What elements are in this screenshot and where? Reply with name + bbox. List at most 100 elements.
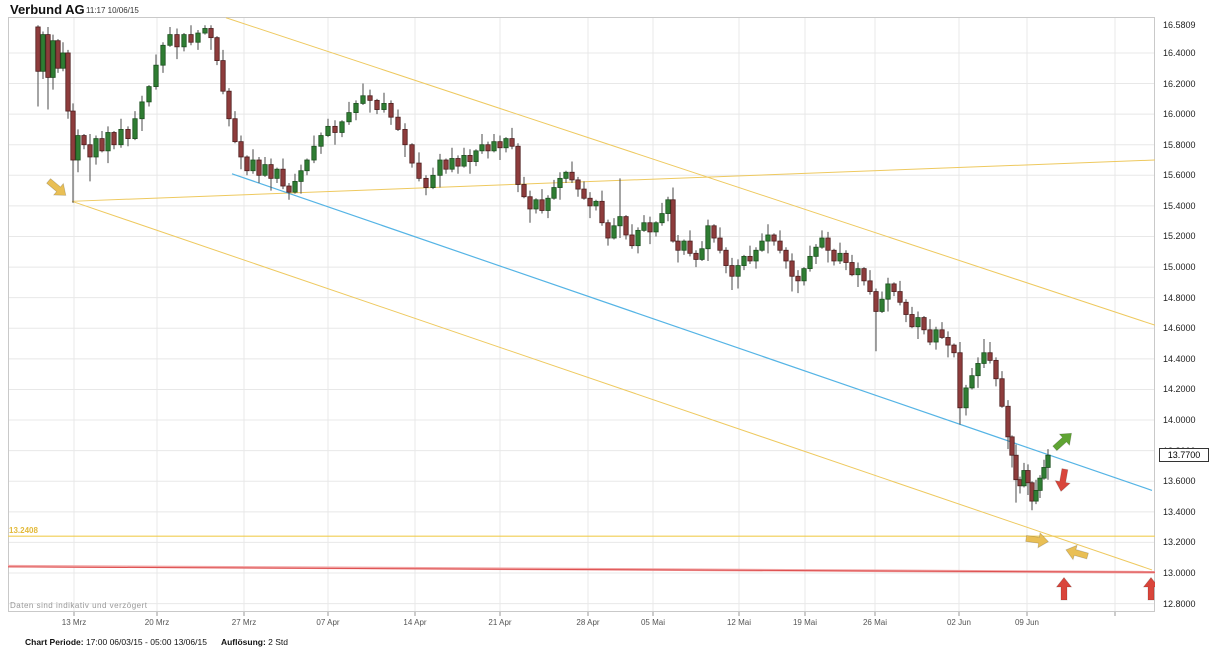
candle-down [873,291,879,312]
candle-down [927,329,933,343]
arrow-drop-down-red[interactable] [1054,468,1073,493]
candle-up [325,125,331,136]
chart-plot-area[interactable] [8,17,1155,617]
candle-up [981,352,987,364]
candle-down [687,240,693,254]
candle-down [35,26,41,72]
candle-up [545,197,551,211]
candle-up [611,225,617,239]
candle-up [146,86,152,103]
trend-lines [8,17,1155,574]
candle-down [244,156,250,172]
candle-down [825,237,831,251]
chart-canvas[interactable] [8,17,1155,617]
candle-down [416,162,422,179]
price-axis-label: 16.4000 [1163,47,1196,58]
channel-blue [231,173,1153,491]
candle-up [807,255,813,270]
candle-down [268,164,274,179]
resolution-value: 2 Std [265,637,289,647]
time-axis-label: 14 Apr [403,618,427,627]
candle-down [174,34,180,48]
candle-down [771,234,777,242]
candle-up [346,112,352,123]
candle-down [497,141,503,149]
candle-up [1037,477,1043,491]
candle-up [1045,454,1051,468]
candle-down [693,252,699,260]
candle-up [765,234,771,242]
candle-up [437,159,443,176]
candle-down [670,199,676,242]
candle-down [675,240,681,251]
candle-up [759,240,765,251]
candle-down [783,249,789,262]
candle-up [298,170,304,182]
candle-up [105,132,111,152]
price-axis-label: 15.0000 [1163,262,1196,273]
time-axis: 13 Mrz 20 Mrz 27 Mrz 07 Apr 14 Apr 21 Apr 28 A… [0,618,1210,632]
price-axis-label: 14.8000 [1163,292,1196,303]
price-axis-label: 14.6000 [1163,323,1196,334]
candle-up [139,101,145,120]
candle-down [111,132,117,146]
candle-down [897,291,903,303]
candle-up [153,64,159,87]
candle-down [65,52,71,112]
chart-footer: Chart Periode: 17:00 06/03/15 - 05:00 13… [25,637,288,647]
candle-up [132,118,138,140]
fan-upper-yellow [71,159,1155,202]
arrow-support-up-1[interactable] [1055,576,1073,601]
candle-down [903,301,909,315]
candle-up [304,159,310,172]
candle-up [195,32,201,43]
candle-down [939,329,945,338]
candle-down [711,225,717,239]
fan-lower-yellow [71,200,1153,571]
candle-up [735,265,741,277]
candle-down [214,37,220,61]
candle-up [801,268,807,282]
candle-down [945,337,951,346]
candle-down [575,179,581,190]
candle-down [125,129,131,140]
arrow-bounce-up-green[interactable] [1050,428,1077,454]
candle-down [409,144,415,164]
price-axis-label: 13.4000 [1163,506,1196,517]
data-disclaimer: Daten sind indikativ und verzögert [10,601,148,610]
candle-up [819,237,825,248]
candle-up [963,387,969,409]
candle-up [311,145,317,161]
candle-up [975,363,981,377]
candle-down [220,60,226,92]
candle-up [430,174,436,188]
last-price-box: 13.7700 [1159,448,1209,463]
candle-up [473,150,479,162]
candle-down [509,138,515,147]
price-axis: 16.5809 16.4000 16.2000 16.0000 15.8000 15.60… [1163,0,1209,650]
candle-down [729,265,735,277]
arrow-trend-start-se[interactable] [44,175,71,201]
candle-down [539,199,545,211]
arrow-level-left[interactable] [1064,543,1090,564]
arrow-support-up-2[interactable] [1142,576,1156,601]
candle-up [563,171,569,179]
time-axis-label: 12 Mai [726,618,751,627]
candle-up [915,317,921,328]
candle-down [280,168,286,187]
candle-down [623,216,629,236]
candle-down [921,317,927,331]
price-axis-label: 16.0000 [1163,109,1196,120]
candle-up [813,246,819,257]
candle-down [87,144,93,158]
candle-up [181,34,187,48]
candle-up [837,252,843,262]
candle-down [861,268,867,282]
candle-up [118,129,124,146]
instrument-title: Verbund AG [10,2,85,17]
candle-up [75,135,81,161]
arrow-level-right[interactable] [1025,531,1050,549]
candle-up [479,144,485,152]
annotation-arrows[interactable] [44,175,1156,601]
candle-down [849,262,855,276]
